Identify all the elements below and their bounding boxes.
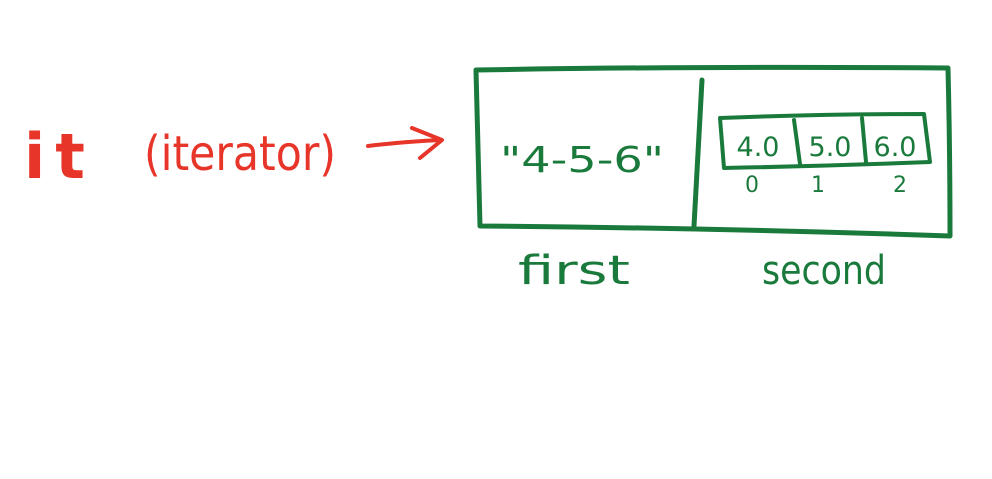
first-value: "4-5-6" [500,140,664,181]
vector-index: 0 [745,173,759,198]
vector-index: 2 [893,173,907,198]
arrow [366,126,444,160]
arrow-shaft [366,138,442,148]
arrow-head [410,126,444,160]
iterator-type-label: (iterator) [144,126,336,182]
vector-divider-1 [792,118,802,166]
vector-box-outline [718,112,932,170]
vector-box [718,112,932,170]
vector-element: 6.0 [874,132,917,163]
pair-box [473,64,953,239]
vector-divider-2 [860,116,868,164]
second-label: second [762,248,886,294]
pair-divider [691,77,705,229]
vector-index: 1 [811,173,825,198]
pair-box-outline [473,64,953,239]
vector-element: 4.0 [737,132,780,163]
vector-element: 5.0 [809,132,852,163]
iterator-name: it [24,120,95,193]
first-label: first [518,248,630,294]
